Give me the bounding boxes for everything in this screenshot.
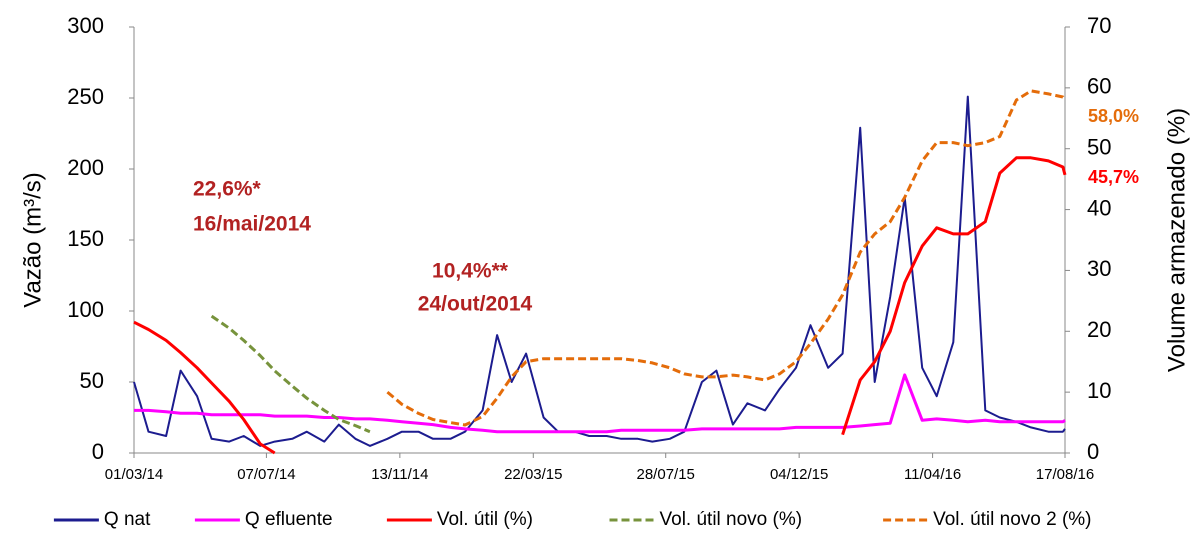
x-tick-label: 22/03/15 [504,466,562,483]
x-tick-label: 17/08/16 [1036,466,1094,483]
legend-label: Vol. útil (%) [437,509,533,530]
y2-tick-label: 20 [1087,317,1111,342]
y2-axis-title: Volume armazenado (%) [1163,108,1190,372]
annotation: 58,0% [1088,106,1139,126]
x-tick-label: 28/07/15 [637,466,695,483]
series-line [210,314,371,434]
y-tick-label: 150 [67,226,104,251]
y-tick-label: 200 [67,155,104,180]
x-tick-label: 13/11/14 [371,466,428,483]
x-tick-label: 07/07/14 [237,466,295,483]
x-tick-label: 11/04/16 [904,466,961,483]
legend-label: Vol. útil novo 2 (%) [933,509,1091,530]
y2-tick-label: 70 [1087,13,1111,38]
y2-tick-label: 10 [1087,378,1111,403]
annotation: 16/mai/2014 [193,213,311,236]
y-tick-label: 100 [67,297,104,322]
y-tick-label: 0 [92,439,104,464]
annotation: 24/out/2014 [418,293,533,316]
legend-label: Q efluente [245,509,333,530]
series-line [386,89,1067,427]
y2-tick-label: 40 [1087,195,1111,220]
legend-label: Q nat [104,509,151,530]
y2-tick-label: 0 [1087,439,1099,464]
y-axis-title: Vazão (m³/s) [19,172,46,308]
series-line [133,156,1067,455]
annotation: 10,4%** [432,260,509,283]
y2-tick-label: 30 [1087,256,1111,281]
y-tick-label: 300 [67,13,104,38]
annotation: 22,6%* [193,178,262,201]
legend: Q nat Q efluente Vol. útil (%) Vol. útil no… [53,509,1092,530]
x-tick-label: 04/12/15 [770,466,828,483]
series-line [133,95,1066,447]
y-tick-label: 50 [80,368,104,393]
y2-tick-label: 50 [1087,135,1111,160]
y-tick-label: 250 [67,84,104,109]
x-tick-label: 01/03/14 [105,466,163,483]
legend-label: Vol. útil novo (%) [660,509,803,530]
series-line [134,373,1066,434]
y2-tick-label: 60 [1087,74,1111,99]
annotation: 45,7% [1088,167,1139,187]
